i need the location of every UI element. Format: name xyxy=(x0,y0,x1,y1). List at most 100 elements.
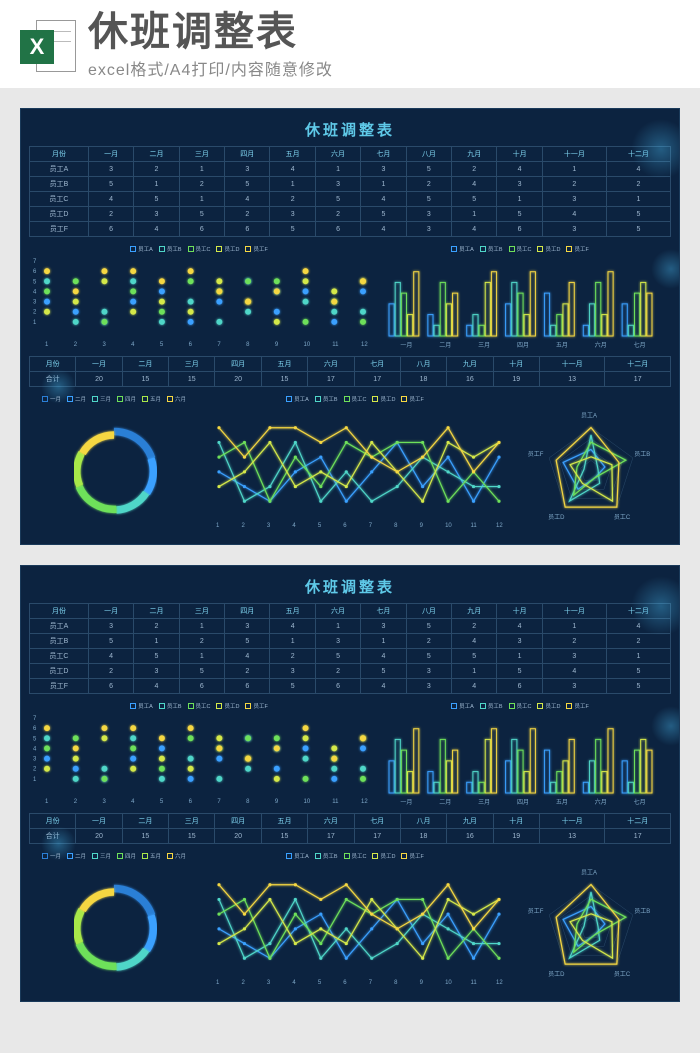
svg-text:5: 5 xyxy=(160,342,164,348)
svg-text:6: 6 xyxy=(343,980,347,986)
svg-text:7: 7 xyxy=(369,980,373,986)
svg-text:员工D: 员工D xyxy=(548,514,565,521)
svg-text:7: 7 xyxy=(217,799,221,805)
svg-text:3: 3 xyxy=(102,342,106,348)
svg-text:3: 3 xyxy=(33,757,37,763)
svg-text:12: 12 xyxy=(496,523,503,529)
donut-chart: 一月二月三月四月五月六月 xyxy=(29,395,199,530)
svg-text:2: 2 xyxy=(74,342,78,348)
svg-text:三月: 三月 xyxy=(478,799,490,806)
svg-text:3: 3 xyxy=(102,799,106,805)
bar-chart: 员工A员工B员工C员工D员工F 一月 二月 三月 四月 五月 六月 七月 xyxy=(375,702,665,807)
svg-text:6: 6 xyxy=(189,342,193,348)
svg-text:5: 5 xyxy=(33,736,37,742)
dashboard-title: 休班调整表 xyxy=(29,576,671,597)
svg-text:2: 2 xyxy=(33,767,37,773)
svg-text:1: 1 xyxy=(45,799,49,805)
dashboard-panel: 休班调整表月份一月二月三月四月五月六月七月八月九月十月十一月十二月员工A3213… xyxy=(20,108,680,545)
svg-text:4: 4 xyxy=(131,342,135,348)
chart-legend: 员工A员工B员工C员工D员工F xyxy=(205,852,505,860)
svg-text:6: 6 xyxy=(33,269,37,275)
svg-text:5: 5 xyxy=(160,799,164,805)
svg-text:3: 3 xyxy=(33,300,37,306)
line-chart: 员工A员工B员工C员工D员工F123456789101112 xyxy=(205,395,505,530)
svg-text:11: 11 xyxy=(332,799,339,805)
scatter-chart: 员工A员工B员工C员工D员工F1234567123456789101112 xyxy=(29,702,369,807)
svg-text:3: 3 xyxy=(267,523,271,529)
chart-legend: 一月二月三月四月五月六月 xyxy=(29,395,199,403)
svg-text:5: 5 xyxy=(318,523,322,529)
svg-text:1: 1 xyxy=(45,342,49,348)
svg-text:4: 4 xyxy=(131,799,135,805)
svg-text:10: 10 xyxy=(304,799,311,805)
chart-legend: 员工A员工B员工C员工D员工F xyxy=(205,395,505,403)
svg-text:员工C: 员工C xyxy=(614,514,631,521)
svg-text:8: 8 xyxy=(394,980,398,986)
template-header: X 休班调整表 excel格式/A4打印/内容随意修改 xyxy=(0,0,700,88)
svg-text:9: 9 xyxy=(420,523,424,529)
svg-text:七月: 七月 xyxy=(634,798,646,806)
svg-text:6: 6 xyxy=(33,726,37,732)
scatter-chart: 员工A员工B员工C员工D员工F1234567123456789101112 xyxy=(29,245,369,350)
svg-text:9: 9 xyxy=(420,980,424,986)
chart-legend: 员工A员工B员工C员工D员工F xyxy=(375,702,665,710)
radar-chart: 员工A员工B员工C员工D员工F xyxy=(511,852,671,987)
donut-chart: 一月二月三月四月五月六月 xyxy=(29,852,199,987)
svg-text:员工A: 员工A xyxy=(581,413,597,420)
svg-text:1: 1 xyxy=(33,777,37,783)
svg-text:4: 4 xyxy=(292,523,296,529)
dashboard-panel: 休班调整表月份一月二月三月四月五月六月七月八月九月十月十一月十二月员工A3213… xyxy=(20,565,680,1002)
svg-text:11: 11 xyxy=(471,980,478,986)
svg-text:员工F: 员工F xyxy=(528,908,544,915)
svg-text:三月: 三月 xyxy=(478,342,490,349)
title-block: 休班调整表 excel格式/A4打印/内容随意修改 xyxy=(88,12,680,80)
svg-text:四月: 四月 xyxy=(517,342,529,349)
svg-text:一月: 一月 xyxy=(400,799,412,806)
svg-text:8: 8 xyxy=(246,799,250,805)
svg-text:1: 1 xyxy=(33,320,37,326)
employee-table: 月份一月二月三月四月五月六月七月八月九月十月十一月十二月员工A321341352… xyxy=(29,146,671,237)
svg-text:六月: 六月 xyxy=(595,798,607,806)
chart-legend: 员工A员工B员工C员工D员工F xyxy=(29,245,369,253)
line-chart: 员工A员工B员工C员工D员工F123456789101112 xyxy=(205,852,505,987)
bar-chart: 员工A员工B员工C员工D员工F 一月 二月 三月 四月 五月 六月 七月 xyxy=(375,245,665,350)
svg-text:四月: 四月 xyxy=(517,799,529,806)
svg-text:二月: 二月 xyxy=(439,342,451,349)
svg-text:10: 10 xyxy=(445,980,452,986)
svg-text:员工B: 员工B xyxy=(634,908,650,915)
svg-text:员工D: 员工D xyxy=(548,971,565,978)
svg-text:8: 8 xyxy=(246,342,250,348)
svg-text:1: 1 xyxy=(216,980,220,986)
svg-text:12: 12 xyxy=(361,342,368,348)
svg-text:员工C: 员工C xyxy=(614,971,631,978)
svg-text:7: 7 xyxy=(217,342,221,348)
svg-text:7: 7 xyxy=(33,716,37,722)
svg-text:4: 4 xyxy=(33,746,37,752)
radar-chart: 员工A 员工B 员工C 员工D 员工F xyxy=(511,395,671,530)
svg-text:5: 5 xyxy=(318,980,322,986)
svg-text:9: 9 xyxy=(275,342,279,348)
svg-text:4: 4 xyxy=(292,980,296,986)
svg-text:2: 2 xyxy=(241,523,245,529)
svg-text:员工B: 员工B xyxy=(634,451,650,458)
svg-text:11: 11 xyxy=(332,342,339,348)
svg-text:员工F: 员工F xyxy=(528,451,544,458)
chart-legend: 一月二月三月四月五月六月 xyxy=(29,852,199,860)
svg-text:7: 7 xyxy=(369,523,373,529)
svg-text:七月: 七月 xyxy=(634,341,646,349)
totals-table: 月份一月二月三月四月五月六月七月八月九月十月十一月十二月合计2015152015… xyxy=(29,356,671,387)
chart-legend: 员工A员工B员工C员工D员工F xyxy=(29,702,369,710)
svg-text:8: 8 xyxy=(394,523,398,529)
main-title: 休班调整表 xyxy=(88,12,680,52)
svg-text:1: 1 xyxy=(216,523,220,529)
svg-text:五月: 五月 xyxy=(556,799,568,806)
svg-text:二月: 二月 xyxy=(439,799,451,806)
svg-text:一月: 一月 xyxy=(400,342,412,349)
svg-text:10: 10 xyxy=(304,342,311,348)
svg-text:六月: 六月 xyxy=(595,341,607,349)
chart-legend: 员工A员工B员工C员工D员工F xyxy=(375,245,665,253)
svg-text:五月: 五月 xyxy=(556,342,568,349)
svg-text:2: 2 xyxy=(241,980,245,986)
svg-text:11: 11 xyxy=(471,523,478,529)
svg-text:2: 2 xyxy=(33,310,37,316)
